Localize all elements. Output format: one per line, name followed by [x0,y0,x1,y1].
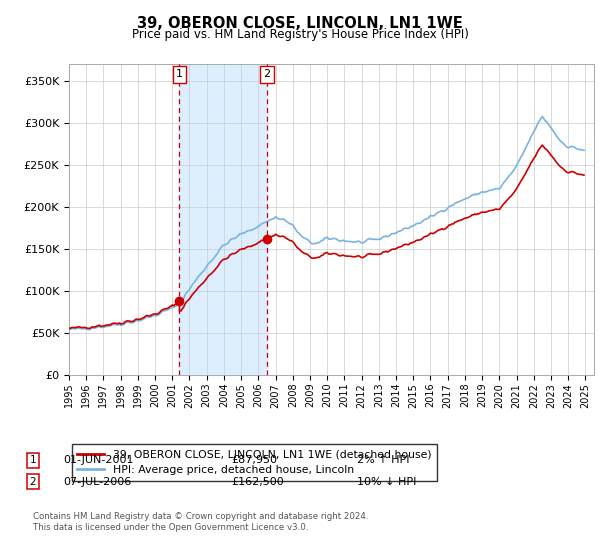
Text: 07-JUL-2006: 07-JUL-2006 [63,477,131,487]
Text: Price paid vs. HM Land Registry's House Price Index (HPI): Price paid vs. HM Land Registry's House … [131,28,469,41]
Bar [577,64,594,375]
Bar [179,64,267,375]
Text: 10% ↓ HPI: 10% ↓ HPI [357,477,416,487]
Text: 2% ↑ HPI: 2% ↑ HPI [357,455,409,465]
Text: 39, OBERON CLOSE, LINCOLN, LN1 1WE: 39, OBERON CLOSE, LINCOLN, LN1 1WE [137,16,463,31]
Legend: 39, OBERON CLOSE, LINCOLN, LN1 1WE (detached house), HPI: Average price, detache: 39, OBERON CLOSE, LINCOLN, LN1 1WE (deta… [72,444,437,480]
Text: 1: 1 [176,69,183,80]
Text: Contains HM Land Registry data © Crown copyright and database right 2024.
This d: Contains HM Land Registry data © Crown c… [33,512,368,532]
Text: 2: 2 [29,477,37,487]
Text: 2: 2 [263,69,271,80]
Text: £162,500: £162,500 [231,477,284,487]
Text: 1: 1 [29,455,37,465]
Text: 01-JUN-2001: 01-JUN-2001 [63,455,133,465]
Text: £87,950: £87,950 [231,455,277,465]
